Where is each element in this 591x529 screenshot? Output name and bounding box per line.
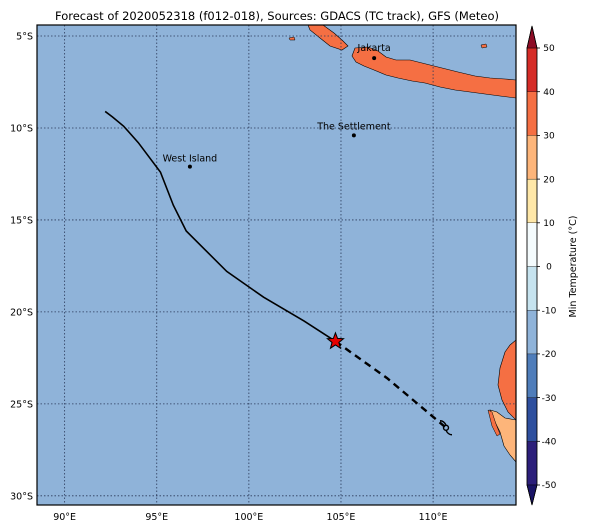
map-area <box>36 24 517 506</box>
lon-tick-label: 90°E <box>53 512 76 523</box>
colorbar-tick-label: 10 <box>543 219 555 229</box>
place-marker <box>372 56 377 61</box>
place-label: Jakarta <box>357 43 391 54</box>
lon-tick-label: 95°E <box>145 512 168 523</box>
colorbar-bin <box>526 310 538 355</box>
lat-tick-label: 10°S <box>10 123 33 134</box>
colorbar-tick-label: 0 <box>546 263 552 273</box>
colorbar-label: Min Temperature (°C) <box>568 216 579 318</box>
colorbar-tick-label: 50 <box>543 44 555 54</box>
place-marker <box>187 164 192 169</box>
lon-tick-label: 100°E <box>234 512 263 523</box>
place-marker <box>351 133 356 138</box>
colorbar-bin <box>526 353 538 398</box>
colorbar-tick-label: 40 <box>543 88 555 98</box>
lat-tick-label: 25°S <box>10 399 33 410</box>
lon-tick-label: 105°E <box>327 512 356 523</box>
colorbar-bin <box>526 397 538 442</box>
colorbar-tick-label: -10 <box>542 306 557 316</box>
land-small-islands <box>288 36 488 49</box>
place-labels: Jakarta The Settlement West Island <box>163 43 391 169</box>
colorbar-tick-label: 20 <box>543 175 555 185</box>
current-position-star-icon <box>326 331 345 350</box>
colorbar-bin <box>526 222 538 267</box>
colorbar-tick-label: -30 <box>542 394 557 404</box>
past-track-line <box>104 110 336 342</box>
land-java <box>351 46 516 99</box>
place-label: West Island <box>163 154 218 165</box>
colorbar-bin <box>526 178 538 223</box>
colorbar: 50 40 30 20 10 0 -10 -20 -30 -40 -50 Min Temperatur… <box>526 25 579 506</box>
colorbar-tick-label: -40 <box>542 438 557 448</box>
map-frame <box>36 24 517 506</box>
landmasses <box>288 25 516 463</box>
place-label: The Settlement <box>316 121 391 132</box>
colorbar-tick-label: 30 <box>543 132 555 142</box>
tropical-cyclone-icon <box>439 420 453 436</box>
cyclone-track <box>104 110 453 436</box>
colorbar-bin <box>526 441 538 486</box>
colorbar-tick-label: -20 <box>542 350 557 360</box>
land-western-australia <box>497 339 516 421</box>
colorbar-bin <box>526 91 538 136</box>
colorbar-bin <box>526 47 538 92</box>
gridlines <box>37 25 516 505</box>
lon-tick-label: 110°E <box>419 512 448 523</box>
land-sumatra <box>307 25 349 51</box>
lat-tick-label: 30°S <box>10 491 33 502</box>
map-title: Forecast of 2020052318 (f012-018), Sourc… <box>55 9 499 23</box>
lat-tick-label: 20°S <box>10 307 33 318</box>
colorbar-tick-label: -50 <box>542 481 557 491</box>
colorbar-bin <box>526 266 538 311</box>
lat-tick-label: 5°S <box>16 32 33 43</box>
axis-tick-labels: 90°E 95°E 100°E 105°E 110°E 5°S 10°S 15°S 20°S 25… <box>10 32 447 523</box>
colorbar-extend-bottom <box>526 484 538 506</box>
land-shark-bay-islands <box>487 409 501 437</box>
colorbar-extend-top <box>526 25 538 49</box>
forecast-track-line <box>334 340 447 429</box>
colorbar-bin <box>526 135 538 180</box>
ocean-background <box>37 25 516 505</box>
lat-tick-label: 15°S <box>10 215 33 226</box>
